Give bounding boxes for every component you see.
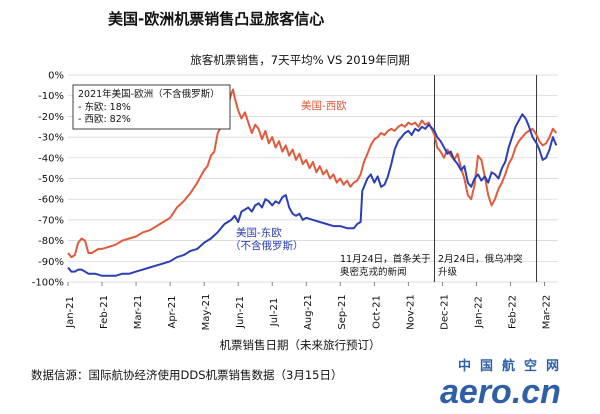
y-tick-label: 0%: [48, 71, 64, 82]
west-series-label: 美国-西欧: [301, 99, 347, 112]
svg-text:中国航空网: 中国航空网: [458, 358, 568, 374]
x-tick-label: Mar-21: [133, 295, 144, 330]
x-tick-label: Sep-21: [337, 294, 348, 329]
x-axis-ticks: Jan-21 Feb-21 Mar-21 Apr-21 May-21 Jun-21 Jul-…: [65, 282, 552, 330]
nov24-annotation-1: 11月24日，首条关于: [340, 253, 431, 265]
east-series-label-1: 美国-东欧: [236, 226, 282, 239]
y-tick-label: -90%: [38, 257, 64, 268]
legend-box-line-west: - 西欧: 82%: [78, 113, 131, 125]
x-tick-label: Mar-22: [541, 295, 552, 330]
logo-graphic: 中国航空网 aero.cn: [440, 358, 568, 411]
y-tick-label: -80%: [38, 236, 64, 247]
x-tick-label: Jan-22: [473, 296, 484, 329]
y-tick-label: -10%: [38, 91, 64, 102]
x-tick-label: Apr-21: [167, 296, 178, 329]
legend-box-line-east: - 东欧: 18%: [78, 101, 131, 113]
y-tick-label: -70%: [38, 215, 64, 226]
feb24-annotation-2: 升级: [438, 266, 458, 278]
x-tick-label: Jun-21: [235, 296, 246, 329]
x-tick-label: Jul-21: [269, 298, 280, 327]
east-series-label-2: （不含俄罗斯）: [230, 239, 304, 252]
y-axis-ticks: 0% -10% -20% -30% -40% -50% -60% -70% -80% -90% -1…: [32, 71, 64, 289]
y-tick-label: -30%: [38, 133, 64, 144]
y-tick-label: -20%: [38, 112, 64, 123]
legend-box-title: 2021年美国-欧洲（不含俄罗斯）: [78, 88, 220, 100]
chart-title: 美国-欧洲机票销售凸显旅客信心: [108, 10, 325, 28]
x-tick-label: May-21: [201, 294, 212, 331]
aero-cn-logo: 中国航空网 aero.cn: [418, 355, 598, 411]
y-tick-label: -50%: [38, 174, 64, 185]
event-lines: [433, 75, 538, 282]
x-axis-title: 机票销售日期（未来旅行预订）: [219, 338, 381, 352]
series-line: [67, 88, 558, 259]
svg-text:aero.cn: aero.cn: [440, 373, 561, 410]
data-source: 数据信源：国际航协经济使用DDS机票销售数据（3月15日）: [31, 368, 343, 382]
x-tick-label: Jan-21: [65, 296, 76, 329]
series-layer: [67, 88, 558, 277]
y-tick-label: -40%: [38, 153, 64, 164]
series-line: [67, 113, 558, 277]
x-tick-label: Feb-22: [507, 295, 518, 329]
x-tick-label: Nov-21: [405, 294, 416, 330]
x-tick-label: Oct-21: [371, 295, 382, 329]
y-tick-label: -60%: [38, 195, 64, 206]
x-tick-label: Feb-21: [99, 295, 110, 329]
y-tick-label: -100%: [32, 278, 64, 289]
x-tick-label: Dec-21: [439, 294, 450, 330]
x-tick-label: Aug-21: [303, 294, 314, 330]
legend-box: 2021年美国-欧洲（不含俄罗斯） - 东欧: 18% - 西欧: 82%: [72, 84, 231, 130]
feb24-annotation-1: 2月24日，俄乌冲突: [438, 253, 523, 265]
nov24-annotation-2: 奥密克戎的新闻: [340, 266, 407, 278]
chart-subtitle: 旅客机票销售，7天平均% VS 2019年同期: [190, 53, 410, 67]
